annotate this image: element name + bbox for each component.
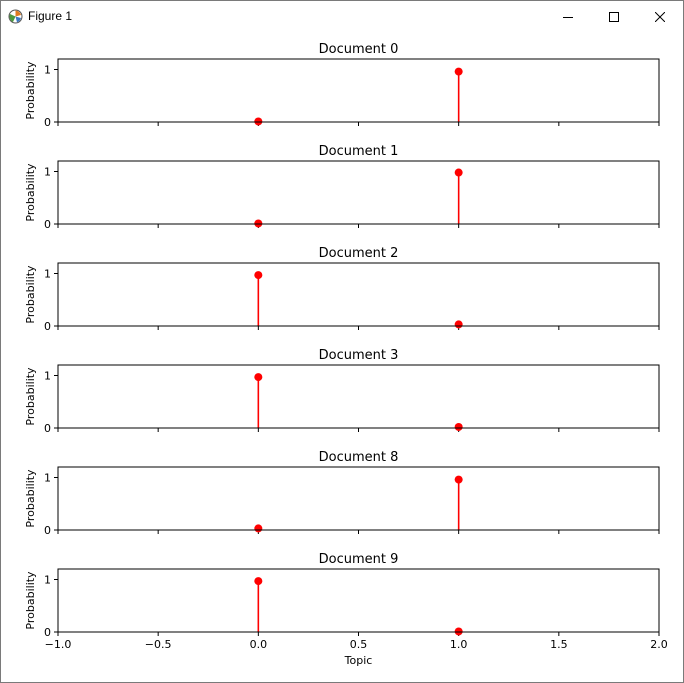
y-tick-label: 0 <box>44 218 51 231</box>
stem-marker <box>454 320 463 329</box>
subplot-3: Document 3 Probability 0 1 <box>24 348 660 435</box>
y-tick-label: 0 <box>44 422 51 435</box>
stem-marker <box>254 271 263 280</box>
y-tick-label: 1 <box>44 64 51 77</box>
subplot-title: Document 0 <box>319 42 399 57</box>
y-axis-label: Probability <box>24 367 37 426</box>
x-axis-label: Topic <box>344 654 373 667</box>
y-axis-label: Probability <box>24 61 37 120</box>
stem-plots-figure: Document 0 Probability 0 1 Document 1 Probabi… <box>24 42 668 667</box>
stem-marker <box>254 219 263 228</box>
x-tick-label: 1.5 <box>550 638 568 651</box>
figure-canvas[interactable]: Document 0 Probability 0 1 Document 1 Probabi… <box>1 32 683 682</box>
y-tick-label: 0 <box>44 320 51 333</box>
axes-frame <box>57 160 660 225</box>
y-axis-label: Probability <box>24 265 37 324</box>
axes-frame <box>57 58 660 123</box>
y-tick-label: 0 <box>44 626 51 639</box>
figure-app-icon[interactable] <box>8 9 23 24</box>
x-tick-label: 2.0 <box>650 638 668 651</box>
y-axis-label: Probability <box>24 163 37 222</box>
y-tick-label: 1 <box>44 166 51 179</box>
y-tick-label: 0 <box>44 116 51 129</box>
stem-marker <box>454 67 463 76</box>
stem-marker <box>254 577 263 586</box>
stem-marker <box>454 627 463 636</box>
subplot-title: Document 8 <box>319 450 399 465</box>
subplot-title: Document 1 <box>319 144 399 159</box>
x-tick-label: 1.0 <box>450 638 468 651</box>
stem-marker <box>254 373 263 382</box>
stem-marker <box>454 422 463 431</box>
y-tick-label: 1 <box>44 574 51 587</box>
x-tick-label: 0.5 <box>350 638 368 651</box>
y-axis-label: Probability <box>24 571 37 630</box>
subplot-title: Document 9 <box>319 552 399 567</box>
y-axis-label: Probability <box>24 469 37 528</box>
axes-frame <box>57 466 660 531</box>
subplot-5: Document 9 Probability 0 1 −1.0 −0.5 0.0 0.5 1.0… <box>24 552 668 667</box>
y-tick-label: 1 <box>44 472 51 485</box>
minimize-button[interactable] <box>545 1 591 32</box>
axes-frame <box>57 262 660 327</box>
subplot-1: Document 1 Probability 0 1 <box>24 144 660 231</box>
window-title: Figure 1 <box>28 9 73 23</box>
close-icon <box>655 11 665 22</box>
x-tick-label: 0.0 <box>250 638 268 651</box>
stem-marker <box>254 117 263 126</box>
subplot-title: Document 3 <box>319 348 399 363</box>
close-button[interactable] <box>637 1 683 32</box>
y-tick-label: 0 <box>44 524 51 537</box>
y-tick-label: 1 <box>44 370 51 383</box>
y-tick-label: 1 <box>44 268 51 281</box>
stem-marker <box>254 524 263 533</box>
stem-marker <box>454 475 463 484</box>
subplot-4: Document 8 Probability 0 1 <box>24 450 660 537</box>
x-tick-label: −0.5 <box>145 638 172 651</box>
maximize-icon <box>609 11 619 22</box>
axes-frame <box>57 364 660 429</box>
axes-frame <box>57 568 660 633</box>
stem-marker <box>454 168 463 177</box>
x-tick-label: −1.0 <box>45 638 72 651</box>
subplot-2: Document 2 Probability 0 1 <box>24 246 660 333</box>
subplot-0: Document 0 Probability 0 1 <box>24 42 660 129</box>
maximize-button[interactable] <box>591 1 637 32</box>
subplot-title: Document 2 <box>319 246 399 261</box>
minimize-icon <box>563 16 573 18</box>
title-bar[interactable]: Figure 1 <box>1 1 683 32</box>
